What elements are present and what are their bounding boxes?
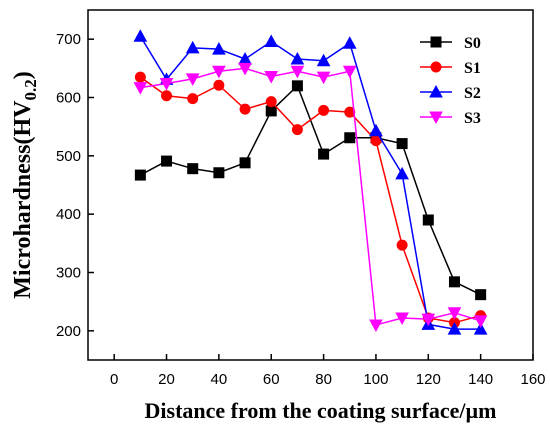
y-axis-title-close: ) xyxy=(10,71,36,79)
data-point xyxy=(318,104,330,116)
data-point xyxy=(290,65,305,79)
data-point xyxy=(187,93,199,105)
data-point xyxy=(395,312,409,326)
data-point xyxy=(134,71,146,83)
data-point xyxy=(318,148,330,160)
x-tick-label: 80 xyxy=(315,371,332,388)
data-point xyxy=(265,105,277,117)
series-line xyxy=(139,76,481,324)
data-point xyxy=(264,71,279,84)
legend-marker xyxy=(429,111,443,125)
legend-item-s0: S0 xyxy=(420,35,481,52)
data-point xyxy=(473,315,488,328)
legend-item-s2: S2 xyxy=(420,84,481,102)
x-tick-label: 0 xyxy=(110,371,118,388)
legend-label: S1 xyxy=(464,60,481,77)
data-point xyxy=(422,214,434,226)
series-layer xyxy=(133,29,488,335)
series-s3 xyxy=(133,62,488,333)
data-point xyxy=(447,307,462,320)
data-point xyxy=(238,51,252,65)
data-point xyxy=(213,79,225,91)
data-point xyxy=(316,71,331,85)
x-axis-title: Distance from the coating surface/µm xyxy=(145,398,497,423)
x-tick-label: 160 xyxy=(520,371,545,388)
y-tick-label: 200 xyxy=(56,323,81,340)
data-point xyxy=(316,53,331,67)
data-point xyxy=(238,62,252,76)
legend-item-s3: S3 xyxy=(420,110,481,127)
series-s2 xyxy=(133,29,488,335)
legend-label: S3 xyxy=(464,110,481,127)
data-point xyxy=(291,124,303,136)
data-point xyxy=(161,155,173,167)
y-axis-ticks: 200 300 400 500 600 700 xyxy=(56,31,94,340)
legend-item-s1: S1 xyxy=(420,60,481,77)
data-point xyxy=(159,78,174,91)
x-tick-label: 40 xyxy=(211,371,228,388)
data-point xyxy=(369,123,383,137)
y-tick-label: 300 xyxy=(56,265,81,282)
legend-label: S2 xyxy=(464,85,481,102)
plot-frame xyxy=(87,9,534,361)
series-line xyxy=(139,35,481,330)
data-point xyxy=(133,29,148,42)
x-tick-label: 100 xyxy=(363,371,388,388)
y-tick-label: 500 xyxy=(56,148,81,165)
y-tick-label: 600 xyxy=(56,90,81,107)
data-point xyxy=(447,322,462,335)
series-line xyxy=(140,67,481,326)
data-point xyxy=(265,96,277,108)
x-tick-label: 120 xyxy=(416,371,441,388)
data-point xyxy=(161,90,173,102)
data-point xyxy=(475,289,487,301)
y-axis-title-subscript: 0.2 xyxy=(21,79,40,100)
y-axis-title-main: Microhardness(HV xyxy=(10,100,36,299)
data-point xyxy=(421,313,436,327)
data-point xyxy=(396,239,408,251)
data-point xyxy=(291,80,303,92)
data-point xyxy=(133,82,148,95)
data-point xyxy=(342,65,357,79)
x-tick-label: 20 xyxy=(158,371,175,388)
legend-label: S0 xyxy=(464,35,481,52)
data-point xyxy=(342,36,357,49)
data-point xyxy=(185,40,200,54)
data-point xyxy=(239,157,251,169)
y-axis-title: Microhardness(HV0.2) xyxy=(10,71,40,298)
data-point xyxy=(185,73,200,86)
series-s1 xyxy=(134,71,487,329)
data-point xyxy=(213,167,225,179)
x-tick-label: 60 xyxy=(263,371,280,388)
data-point xyxy=(396,138,408,150)
data-point xyxy=(187,163,199,175)
data-point xyxy=(134,169,146,181)
y-tick-label: 700 xyxy=(56,31,81,48)
data-point xyxy=(290,51,305,65)
data-point xyxy=(264,34,279,47)
data-point xyxy=(473,322,488,335)
data-point xyxy=(395,166,409,180)
data-point xyxy=(239,103,251,115)
legend-marker xyxy=(429,84,443,98)
legend-marker xyxy=(430,36,442,48)
y-tick-label: 400 xyxy=(56,206,81,223)
legend: S0 S1 S2 S3 xyxy=(420,35,481,127)
legend-marker xyxy=(430,61,442,73)
data-point xyxy=(344,106,356,118)
data-point xyxy=(212,65,226,79)
x-tick-label: 140 xyxy=(468,371,493,388)
data-point xyxy=(369,319,383,333)
data-point xyxy=(344,132,356,144)
data-point xyxy=(448,276,460,288)
data-point xyxy=(212,42,226,55)
x-axis-ticks: 0 20 40 60 80 100 120 140 160 xyxy=(110,354,546,388)
